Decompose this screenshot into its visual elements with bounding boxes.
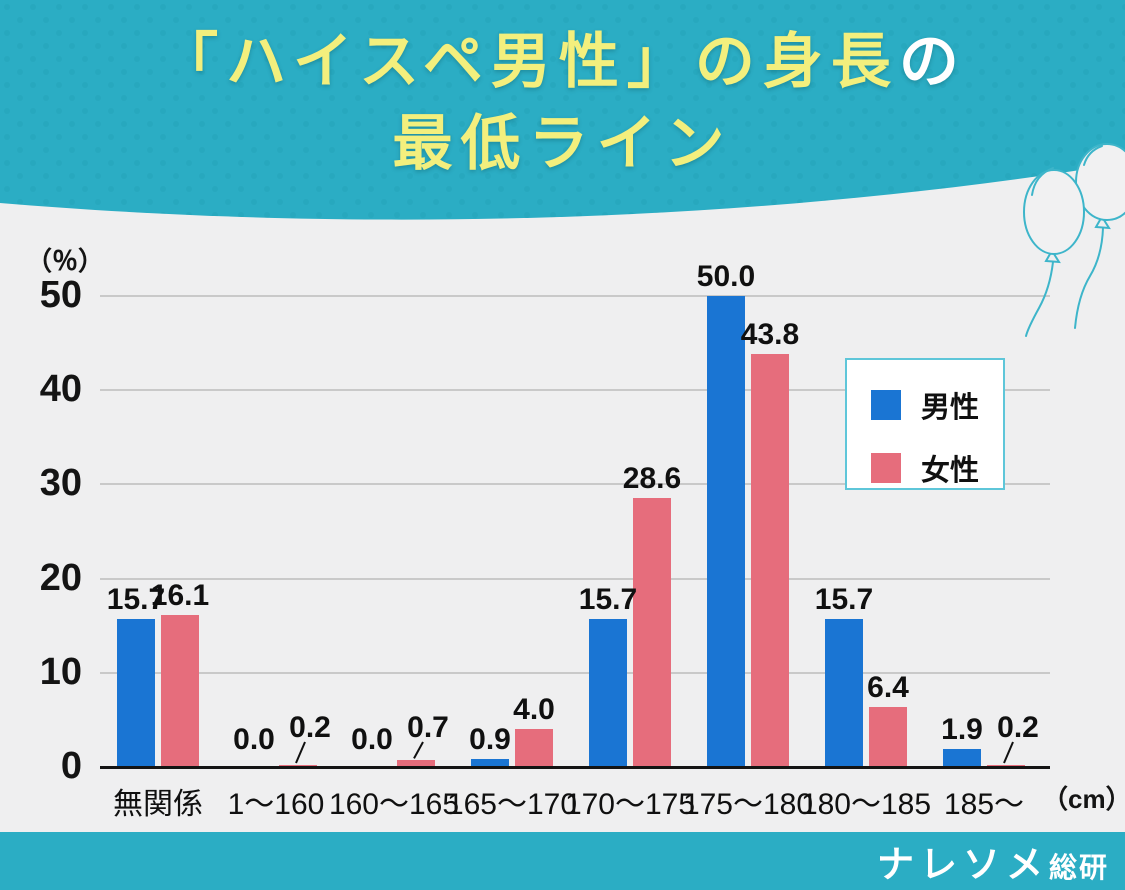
- balloons-icon: [1023, 143, 1125, 337]
- legend-row-male: 男性: [871, 384, 1003, 426]
- gridline-20: [100, 577, 1050, 580]
- bar-male-5: [707, 296, 745, 767]
- value-label-female-1: 0.2: [289, 711, 331, 744]
- legend-swatch-female: [871, 453, 901, 483]
- x-category-label-0: 無関係: [113, 788, 203, 821]
- footer-banner: ナレソメ総研: [0, 832, 1125, 890]
- value-label-female-6: 6.4: [867, 670, 909, 704]
- legend-swatch-male: [871, 390, 901, 420]
- y-tick-label-50: 50: [39, 274, 82, 316]
- gridline-50: [100, 295, 1050, 297]
- value-label-female-2: 0.7: [407, 711, 449, 744]
- bar-female-2: [397, 760, 435, 767]
- x-category-label-6: 180～185: [800, 788, 932, 821]
- value-label-female-4: 28.6: [622, 461, 682, 495]
- value-label-male-0: 15.7: [106, 583, 166, 617]
- bar-female-6: [869, 706, 907, 767]
- y-tick-label-20: 20: [39, 556, 82, 599]
- gridline-30: [100, 483, 1050, 486]
- gridline-40: [100, 389, 1050, 392]
- bar-female-3: [515, 729, 553, 767]
- value-label-male-7: 1.9: [941, 713, 983, 747]
- value-label-male-4: 15.7: [578, 583, 638, 617]
- legend-label-male: 男性: [921, 392, 980, 424]
- x-category-label-2: 160～165: [328, 788, 460, 821]
- legend-label-female: 女性: [921, 455, 980, 487]
- value-label-male-5: 50.0: [696, 260, 756, 293]
- x-axis-baseline: [100, 766, 1050, 769]
- bar-male-4: [589, 619, 627, 767]
- title-line1-main: 「ハイスペ男性」の身長: [158, 28, 899, 95]
- bar-male-6: [825, 619, 863, 767]
- x-category-label-5: 175～180: [682, 788, 814, 821]
- x-axis-unit-label: （cm）: [1042, 784, 1125, 814]
- bar-female-0: [161, 615, 199, 767]
- brand-logo-main: ナレソメ: [876, 844, 1049, 885]
- brand-logo-sub: 総研: [1048, 852, 1109, 883]
- gridline-10: [100, 671, 1050, 674]
- value-label-male-6: 15.7: [814, 583, 874, 617]
- brand-logo: ナレソメ総研: [877, 834, 1125, 888]
- value-label-female-5: 43.8: [740, 318, 800, 352]
- value-label-female-3: 4.0: [513, 693, 555, 727]
- value-label-female-7: 0.2: [997, 711, 1039, 744]
- bar-male-3: [471, 758, 509, 767]
- bar-female-5: [751, 354, 789, 767]
- page-title-line2: 最低ライン: [392, 110, 733, 177]
- value-label-male-2: 0.0: [351, 723, 393, 756]
- y-tick-label-10: 10: [39, 650, 82, 693]
- x-category-label-1: 1～160: [227, 788, 325, 821]
- header-banner: [0, 0, 1125, 220]
- bar-female-4: [633, 497, 671, 767]
- y-tick-label-40: 40: [39, 368, 82, 411]
- value-label-female-0: 16.1: [150, 579, 210, 613]
- bar-male-7: [943, 749, 981, 767]
- y-tick-label-30: 30: [39, 462, 82, 505]
- y-axis-unit-label: （％）: [26, 246, 105, 276]
- x-category-label-4: 170～175: [564, 788, 696, 821]
- x-category-label-7: 185～: [943, 788, 1025, 821]
- legend: 男性 女性: [845, 358, 1005, 490]
- y-tick-label-0: 0: [60, 745, 82, 787]
- bar-male-0: [117, 619, 155, 767]
- page-title: 「ハイスペ男性」の身長の 最低ライン: [0, 0, 1125, 174]
- legend-row-female: 女性: [871, 447, 1003, 489]
- x-category-label-3: 165～170: [446, 788, 578, 821]
- value-label-male-1: 0.0: [233, 723, 275, 756]
- title-line1-accent: の: [898, 28, 967, 95]
- page-title-line1: 「ハイスペ男性」の身長の: [0, 32, 1125, 92]
- value-label-male-3: 0.9: [469, 722, 511, 756]
